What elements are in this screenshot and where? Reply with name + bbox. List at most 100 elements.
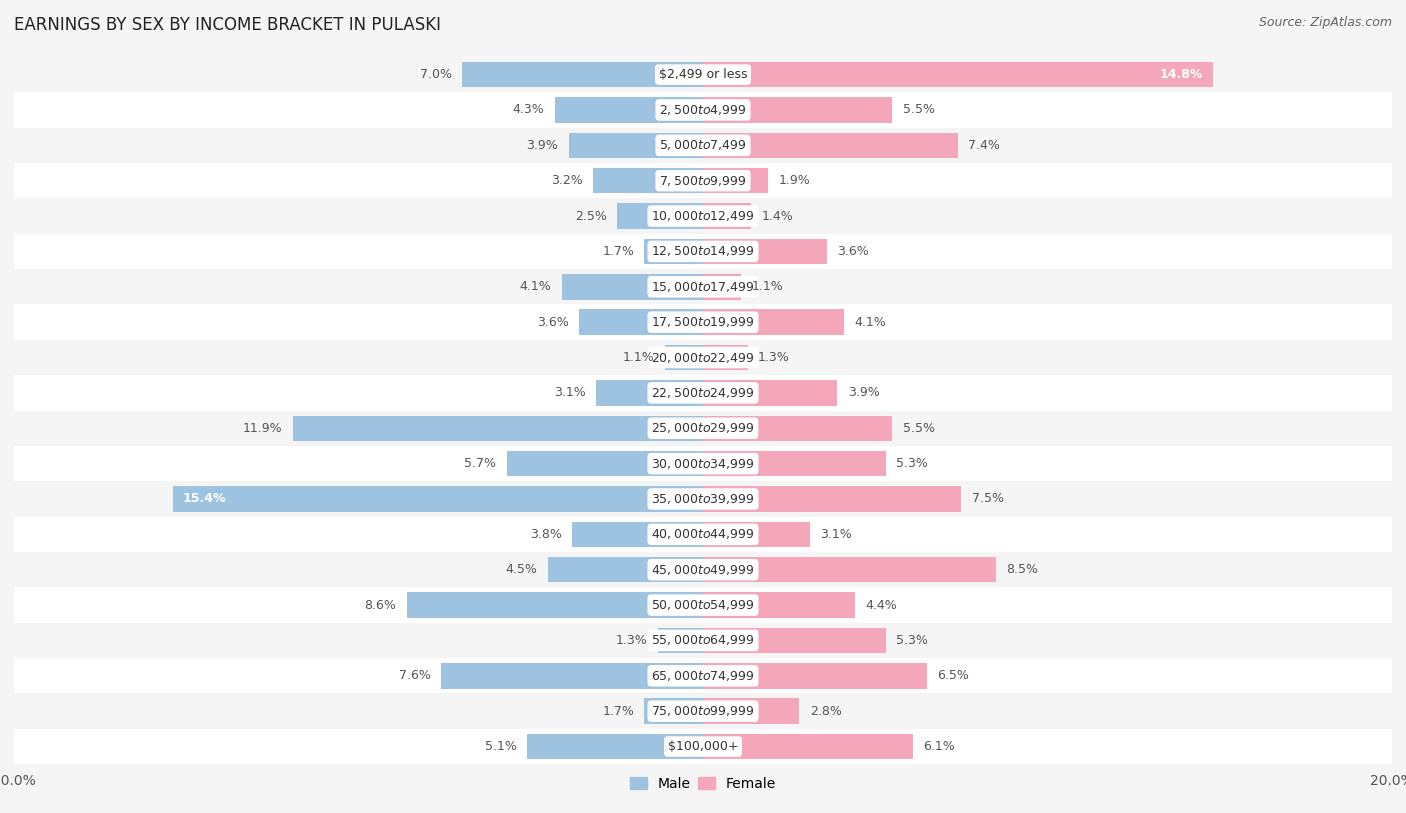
Bar: [703, 203, 751, 228]
Bar: [593, 168, 703, 193]
Text: 1.3%: 1.3%: [758, 351, 790, 364]
Bar: [703, 98, 893, 123]
Bar: [703, 345, 748, 370]
Text: 5.7%: 5.7%: [464, 457, 496, 470]
Bar: [14, 552, 1392, 587]
Text: $40,000 to $44,999: $40,000 to $44,999: [651, 528, 755, 541]
Bar: [703, 274, 741, 299]
Bar: [461, 62, 703, 87]
Text: $100,000+: $100,000+: [668, 740, 738, 753]
Bar: [14, 587, 1392, 623]
Bar: [703, 593, 855, 618]
Text: 4.1%: 4.1%: [520, 280, 551, 293]
Bar: [14, 659, 1392, 693]
Bar: [644, 698, 703, 724]
Bar: [14, 198, 1392, 234]
Text: $5,000 to $7,499: $5,000 to $7,499: [659, 138, 747, 152]
Text: $30,000 to $34,999: $30,000 to $34,999: [651, 457, 755, 471]
Bar: [703, 663, 927, 689]
Text: 7.5%: 7.5%: [972, 493, 1004, 506]
Bar: [703, 239, 827, 264]
Bar: [527, 734, 703, 759]
Bar: [562, 274, 703, 299]
Bar: [14, 517, 1392, 552]
Text: $2,499 or less: $2,499 or less: [659, 68, 747, 81]
Bar: [555, 98, 703, 123]
Bar: [703, 628, 886, 653]
Bar: [14, 481, 1392, 517]
Text: $25,000 to $29,999: $25,000 to $29,999: [651, 421, 755, 435]
Bar: [14, 163, 1392, 198]
Bar: [14, 304, 1392, 340]
Text: 14.8%: 14.8%: [1159, 68, 1202, 81]
Text: $17,500 to $19,999: $17,500 to $19,999: [651, 315, 755, 329]
Bar: [703, 62, 1213, 87]
Text: 7.0%: 7.0%: [419, 68, 451, 81]
Bar: [14, 411, 1392, 446]
Text: 1.7%: 1.7%: [602, 705, 634, 718]
Bar: [568, 133, 703, 158]
Text: $45,000 to $49,999: $45,000 to $49,999: [651, 563, 755, 576]
Text: 3.6%: 3.6%: [537, 315, 568, 328]
Text: 11.9%: 11.9%: [243, 422, 283, 435]
Text: $10,000 to $12,499: $10,000 to $12,499: [651, 209, 755, 223]
Bar: [703, 557, 995, 582]
Text: 1.7%: 1.7%: [602, 245, 634, 258]
Bar: [14, 340, 1392, 375]
Text: 4.3%: 4.3%: [513, 103, 544, 116]
Text: $50,000 to $54,999: $50,000 to $54,999: [651, 598, 755, 612]
Text: 15.4%: 15.4%: [183, 493, 226, 506]
Bar: [14, 269, 1392, 304]
Bar: [665, 345, 703, 370]
Bar: [14, 376, 1392, 411]
Text: 4.5%: 4.5%: [506, 563, 537, 576]
Text: 4.4%: 4.4%: [865, 598, 897, 611]
Bar: [14, 57, 1392, 92]
Text: 5.3%: 5.3%: [896, 634, 928, 647]
Bar: [292, 415, 703, 441]
Text: 7.4%: 7.4%: [969, 139, 1000, 152]
Text: $2,500 to $4,999: $2,500 to $4,999: [659, 103, 747, 117]
Bar: [703, 133, 957, 158]
Text: 1.1%: 1.1%: [751, 280, 783, 293]
Bar: [506, 451, 703, 476]
Text: 7.6%: 7.6%: [399, 669, 430, 682]
Text: 6.1%: 6.1%: [924, 740, 955, 753]
Bar: [14, 92, 1392, 128]
Text: $22,500 to $24,999: $22,500 to $24,999: [651, 386, 755, 400]
Text: 1.4%: 1.4%: [762, 210, 793, 223]
Text: $7,500 to $9,999: $7,500 to $9,999: [659, 174, 747, 188]
Text: Source: ZipAtlas.com: Source: ZipAtlas.com: [1258, 16, 1392, 29]
Bar: [703, 380, 838, 406]
Bar: [14, 729, 1392, 764]
Bar: [173, 486, 703, 511]
Text: EARNINGS BY SEX BY INCOME BRACKET IN PULASKI: EARNINGS BY SEX BY INCOME BRACKET IN PUL…: [14, 16, 441, 34]
Text: 3.6%: 3.6%: [838, 245, 869, 258]
Text: 3.1%: 3.1%: [820, 528, 852, 541]
Text: 6.5%: 6.5%: [938, 669, 969, 682]
Text: 3.9%: 3.9%: [848, 386, 879, 399]
Text: 8.6%: 8.6%: [364, 598, 396, 611]
Text: $55,000 to $64,999: $55,000 to $64,999: [651, 633, 755, 647]
Text: 3.2%: 3.2%: [551, 174, 582, 187]
Bar: [703, 168, 769, 193]
Text: 1.3%: 1.3%: [616, 634, 648, 647]
Text: 2.8%: 2.8%: [810, 705, 842, 718]
Bar: [596, 380, 703, 406]
Text: 5.5%: 5.5%: [903, 422, 935, 435]
Text: 3.1%: 3.1%: [554, 386, 586, 399]
Bar: [703, 415, 893, 441]
Bar: [644, 239, 703, 264]
Bar: [703, 486, 962, 511]
Text: $35,000 to $39,999: $35,000 to $39,999: [651, 492, 755, 506]
Bar: [617, 203, 703, 228]
Bar: [658, 628, 703, 653]
Text: 3.9%: 3.9%: [527, 139, 558, 152]
Legend: Male, Female: Male, Female: [624, 771, 782, 796]
Bar: [703, 698, 800, 724]
Text: 3.8%: 3.8%: [530, 528, 562, 541]
Text: 1.1%: 1.1%: [623, 351, 655, 364]
Text: 5.5%: 5.5%: [903, 103, 935, 116]
Bar: [14, 623, 1392, 659]
Bar: [14, 128, 1392, 163]
